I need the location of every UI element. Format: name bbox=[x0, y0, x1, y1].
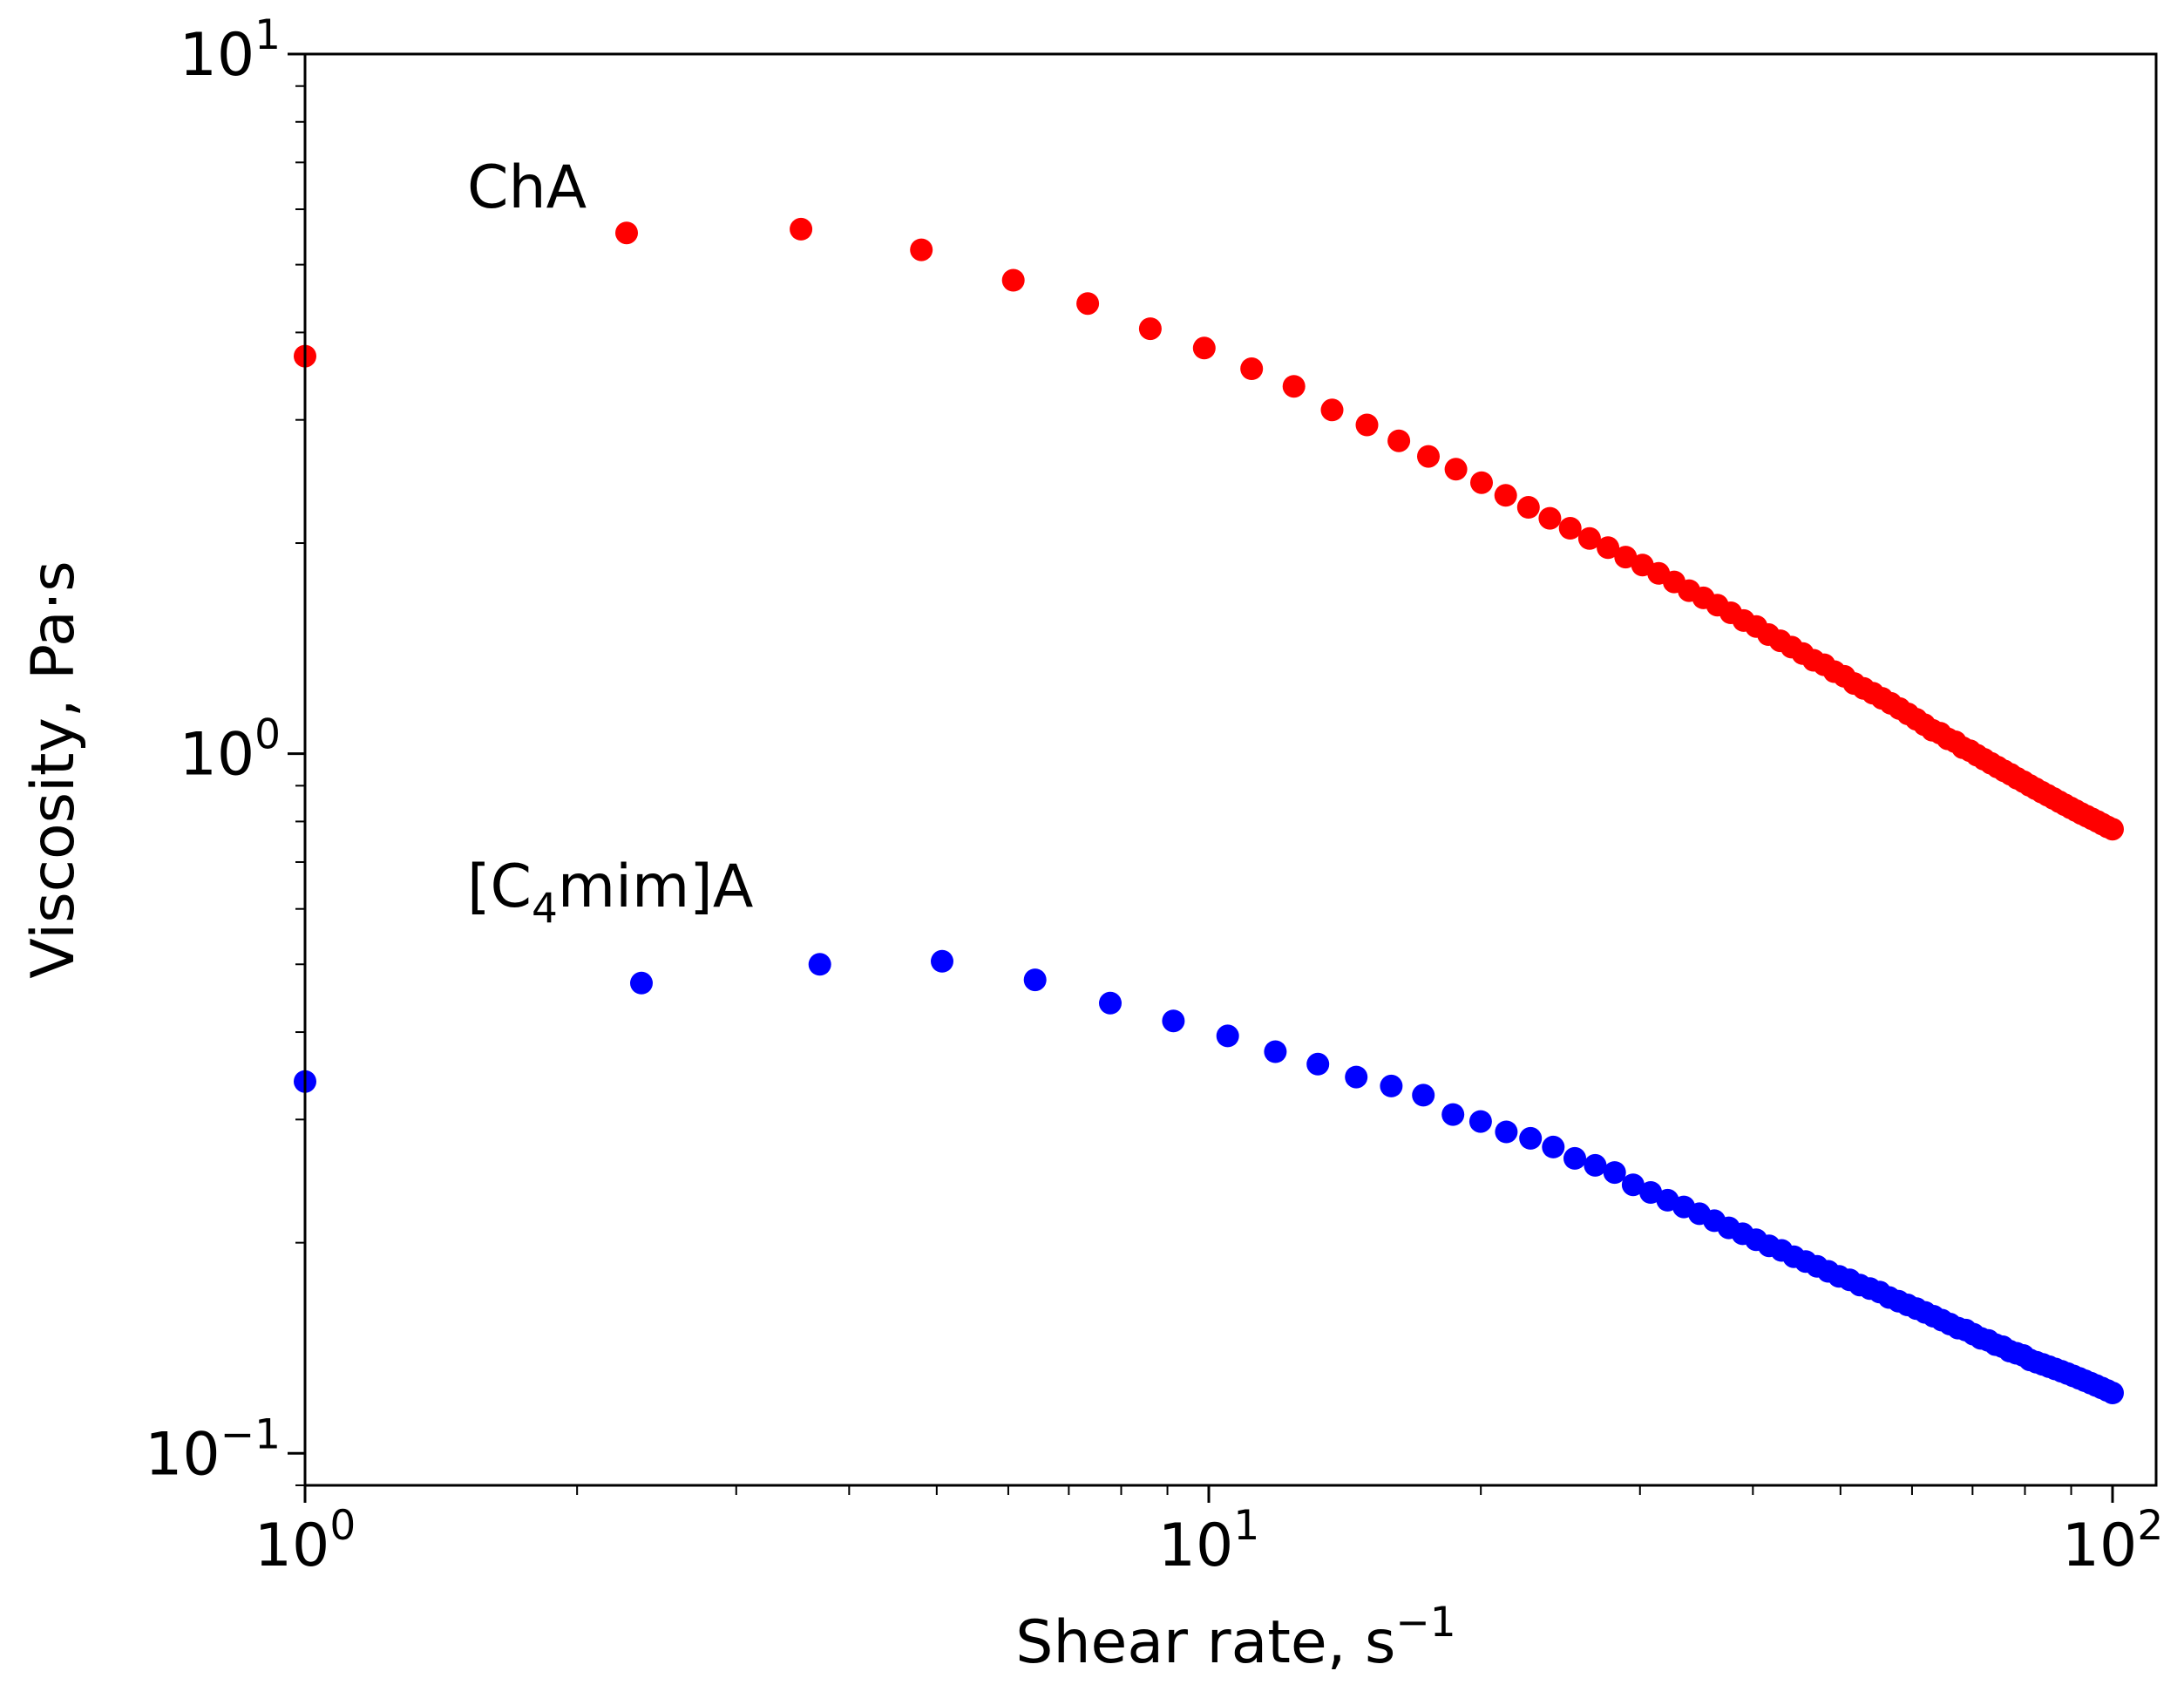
y-tick-label: 100 bbox=[180, 711, 281, 790]
data-point-series1 bbox=[1001, 268, 1025, 292]
data-point-series2 bbox=[1519, 1126, 1543, 1150]
data-point-series1 bbox=[1558, 517, 1582, 540]
data-point-series2 bbox=[1542, 1135, 1565, 1158]
x-tick-label: 102 bbox=[2062, 1502, 2163, 1580]
data-point-series1 bbox=[2101, 818, 2124, 841]
data-point-series2 bbox=[1380, 1074, 1403, 1097]
y-axis-label: Viscosity, Pa·s bbox=[19, 560, 88, 978]
data-point-series1 bbox=[1577, 526, 1601, 550]
annotation-c4mima: [C4mim]A bbox=[467, 852, 753, 933]
data-point-series2 bbox=[1603, 1161, 1626, 1185]
data-point-series2 bbox=[1162, 1009, 1185, 1033]
x-axis-label: Shear rate, s−1 bbox=[1015, 1599, 1455, 1677]
data-point-series2 bbox=[1621, 1173, 1645, 1197]
data-point-series2 bbox=[808, 953, 831, 976]
data-point-series2 bbox=[1584, 1153, 1607, 1177]
data-point-series1 bbox=[1494, 484, 1517, 507]
data-point-series1 bbox=[1076, 292, 1100, 316]
data-point-series2 bbox=[1306, 1052, 1330, 1076]
data-point-series2 bbox=[1412, 1083, 1435, 1107]
data-point-series1 bbox=[1614, 546, 1638, 569]
data-point-series2 bbox=[1216, 1024, 1239, 1048]
data-point-series2 bbox=[1468, 1110, 1492, 1133]
data-point-series1 bbox=[1417, 445, 1440, 468]
data-point-series2 bbox=[1495, 1120, 1518, 1144]
data-point-series1 bbox=[1538, 506, 1562, 530]
data-point-series1 bbox=[1240, 357, 1264, 380]
x-tick-label: 100 bbox=[254, 1502, 356, 1580]
data-point-series1 bbox=[1516, 496, 1540, 519]
data-point-series2 bbox=[931, 949, 953, 973]
data-point-series1 bbox=[1444, 458, 1468, 481]
y-tick-label: 10−1 bbox=[145, 1410, 281, 1489]
data-point-series1 bbox=[1282, 375, 1306, 398]
data-point-series1 bbox=[1320, 398, 1344, 422]
data-point-series2 bbox=[1345, 1065, 1368, 1089]
data-point-series1 bbox=[615, 221, 638, 245]
x-tick-label: 101 bbox=[1158, 1502, 1259, 1580]
data-point-series2 bbox=[1099, 991, 1122, 1015]
data-point-series1 bbox=[910, 238, 933, 262]
data-point-series1 bbox=[1387, 429, 1411, 452]
annotation-c4mima-part1: [C bbox=[467, 852, 532, 921]
axis-ticks: 100 101 102 101 100 10−1 bbox=[145, 11, 2163, 1580]
data-markers bbox=[294, 217, 2124, 1404]
data-point-series2 bbox=[1023, 968, 1047, 992]
data-point-series1 bbox=[790, 217, 813, 241]
data-point-series2 bbox=[2101, 1382, 2124, 1404]
annotation-c4mima-subscript: 4 bbox=[532, 885, 558, 933]
data-point-series2 bbox=[1563, 1146, 1586, 1170]
data-point-series2 bbox=[630, 971, 653, 995]
data-point-series1 bbox=[1597, 536, 1620, 560]
data-point-series2 bbox=[1441, 1103, 1465, 1126]
data-point-series1 bbox=[1355, 413, 1379, 437]
plot-frame bbox=[303, 52, 2158, 1487]
data-point-series1 bbox=[1138, 317, 1162, 341]
x-axis-label-exponent: −1 bbox=[1395, 1599, 1455, 1647]
annotation-cha: ChA bbox=[467, 153, 587, 222]
annotation-c4mima-part2: mim]A bbox=[558, 852, 753, 921]
data-point-series1 bbox=[1192, 336, 1216, 360]
data-point-series2 bbox=[1264, 1040, 1287, 1063]
data-point-series2 bbox=[1639, 1181, 1663, 1204]
y-tick-label: 101 bbox=[180, 11, 281, 90]
data-point-series1 bbox=[1470, 471, 1493, 494]
x-axis-label-text: Shear rate, s bbox=[1015, 1608, 1395, 1677]
